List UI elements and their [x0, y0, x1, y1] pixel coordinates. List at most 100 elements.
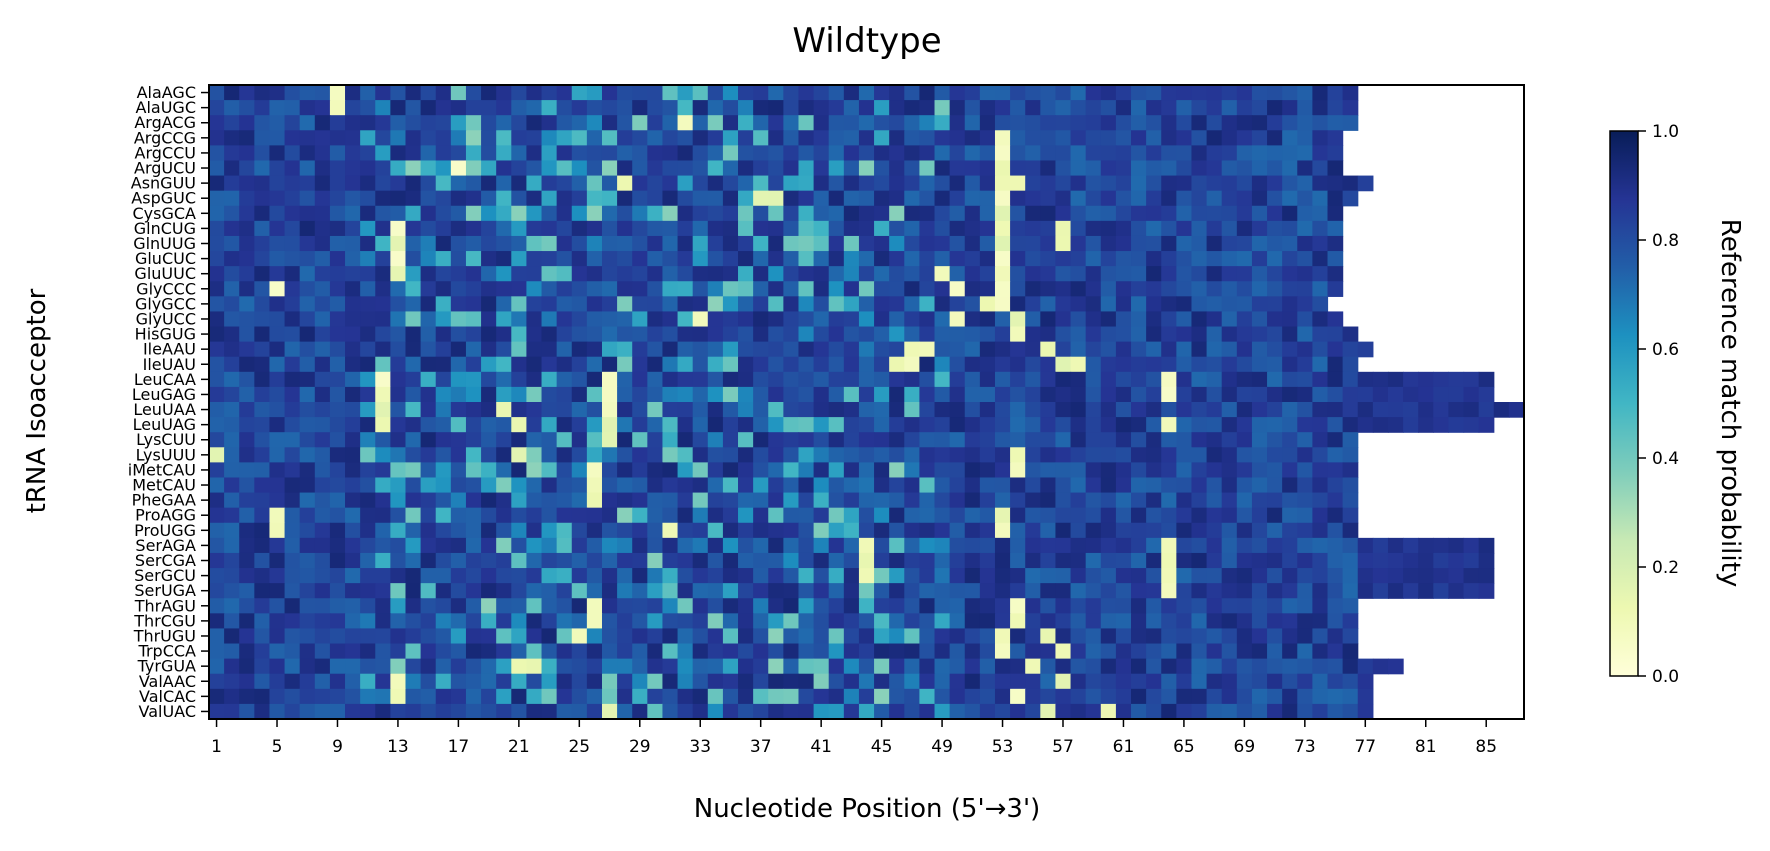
heatmap-cell — [481, 115, 497, 131]
heatmap-cell — [329, 341, 346, 358]
heatmap-cell — [647, 356, 664, 373]
heatmap-cell — [677, 477, 694, 494]
heatmap-cell — [874, 658, 890, 675]
heatmap-cell — [224, 100, 240, 116]
heatmap-cell — [843, 537, 860, 554]
heatmap-cell — [1176, 643, 1193, 660]
heatmap-cell — [768, 220, 784, 237]
heatmap-cell — [632, 583, 648, 599]
heatmap-cell — [269, 688, 286, 705]
heatmap-cell — [481, 220, 497, 237]
heatmap-cell — [496, 266, 512, 282]
heatmap-cell — [254, 658, 271, 675]
heatmap-cell — [738, 100, 754, 116]
heatmap-cell — [1131, 115, 1147, 131]
heatmap-cell — [1418, 371, 1434, 388]
heatmap-cell — [1327, 628, 1344, 645]
heatmap-cell — [738, 205, 754, 222]
heatmap-cell — [1297, 628, 1313, 645]
heatmap-cell — [1176, 613, 1193, 630]
heatmap-cell — [1342, 326, 1359, 343]
heatmap-cell — [329, 432, 346, 448]
heatmap-cell — [1387, 417, 1404, 433]
heatmap-cell — [1161, 356, 1177, 373]
heatmap-cell — [889, 462, 905, 479]
heatmap-cell — [541, 100, 558, 116]
heatmap-cell — [511, 100, 528, 116]
heatmap-cell — [1161, 130, 1177, 146]
heatmap-cell — [1236, 326, 1253, 343]
heatmap-cell — [874, 537, 890, 554]
heatmap-cell — [450, 160, 467, 177]
heatmap-cell — [647, 251, 664, 267]
heatmap-cell — [239, 220, 255, 237]
heatmap-cell — [904, 537, 920, 554]
heatmap-cell — [541, 552, 558, 569]
heatmap-cell — [707, 235, 724, 252]
heatmap-cell — [1206, 220, 1223, 237]
heatmap-cell — [858, 115, 875, 131]
heatmap-cell — [450, 492, 467, 509]
heatmap-cell — [1312, 296, 1329, 313]
heatmap-cell — [1191, 371, 1208, 388]
heatmap-cell — [1282, 115, 1298, 131]
heatmap-cell — [224, 598, 240, 614]
heatmap-cell — [405, 447, 422, 463]
heatmap-cell — [1312, 190, 1329, 207]
heatmap-cell — [632, 296, 648, 313]
heatmap-cell — [571, 115, 588, 131]
heatmap-cell — [1267, 326, 1283, 343]
heatmap-cell — [1025, 658, 1041, 675]
heatmap-cell — [1387, 552, 1404, 569]
heatmap-cell — [722, 537, 739, 554]
heatmap-cell — [768, 432, 784, 448]
heatmap-cell — [465, 643, 482, 660]
heatmap-cell — [345, 220, 361, 237]
heatmap-cell — [1403, 417, 1419, 433]
heatmap-cell — [1161, 251, 1177, 267]
heatmap-cell — [1282, 658, 1298, 675]
heatmap-cell — [586, 371, 603, 388]
heatmap-cell — [889, 205, 905, 222]
heatmap-cell — [314, 296, 331, 313]
heatmap-cell — [329, 492, 346, 509]
heatmap-cell — [843, 205, 860, 222]
colorbar-tick-label: 0.2 — [1652, 558, 1679, 578]
heatmap-cell — [420, 145, 437, 162]
heatmap-cell — [722, 85, 739, 101]
heatmap-cell — [284, 386, 301, 403]
heatmap-cell — [858, 296, 875, 313]
heatmap-cell — [843, 100, 860, 116]
heatmap-cell — [1131, 220, 1147, 237]
heatmap-cell — [662, 703, 679, 720]
heatmap-cell — [496, 145, 512, 162]
heatmap-cell — [209, 145, 225, 162]
y-tick-label: LeuCAA — [134, 370, 196, 389]
heatmap-cell — [1115, 568, 1132, 584]
heatmap-cell — [586, 100, 603, 116]
heatmap-cell — [813, 703, 830, 720]
heatmap-cell — [465, 341, 482, 358]
heatmap-cell — [632, 658, 648, 675]
heatmap-cell — [239, 402, 255, 418]
heatmap-cell — [345, 371, 361, 388]
heatmap-cell — [904, 613, 920, 630]
heatmap-cell — [1146, 537, 1162, 554]
heatmap-cell — [1070, 145, 1087, 162]
heatmap-cell — [360, 371, 376, 388]
heatmap-cell — [1040, 462, 1057, 479]
heatmap-cell — [738, 447, 754, 463]
heatmap-cell — [1115, 266, 1132, 282]
heatmap-cell — [783, 341, 800, 358]
heatmap-cell — [1312, 85, 1329, 101]
heatmap-cell — [1191, 432, 1208, 448]
heatmap-cell — [329, 85, 346, 101]
heatmap-cell — [1085, 598, 1102, 614]
heatmap-cell — [843, 85, 860, 101]
heatmap-cell — [1161, 613, 1177, 630]
heatmap-cell — [345, 537, 361, 554]
heatmap-cell — [1221, 598, 1238, 614]
heatmap-cell — [1010, 190, 1026, 207]
heatmap-cell — [526, 235, 543, 252]
heatmap-cell — [662, 266, 679, 282]
